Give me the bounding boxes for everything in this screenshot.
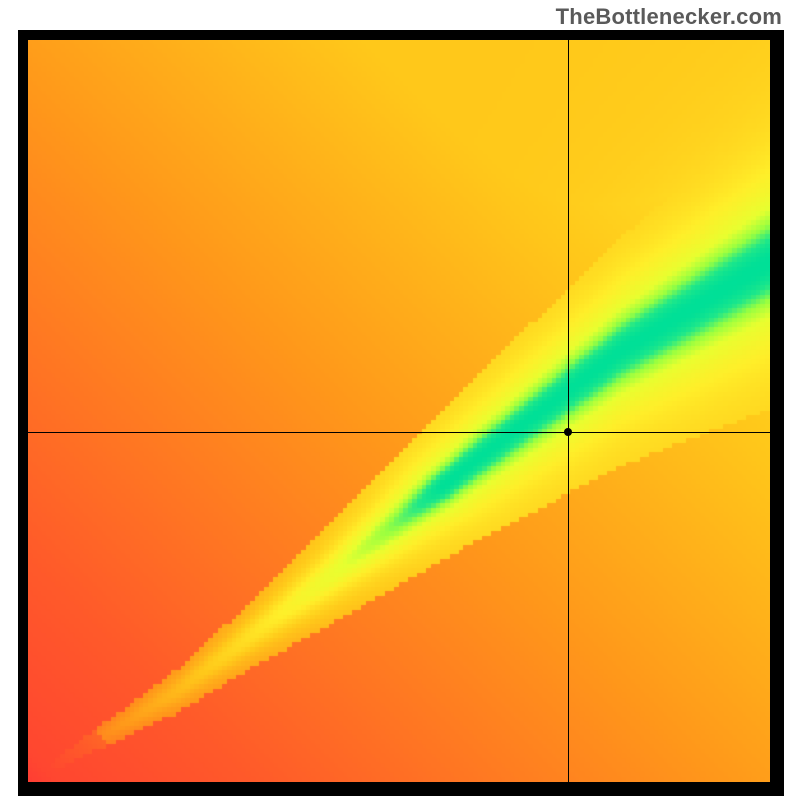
figure-container: TheBottlenecker.com bbox=[0, 0, 800, 800]
overlay-layer bbox=[28, 40, 770, 782]
crosshair-dot-icon bbox=[564, 428, 572, 436]
crosshair-vertical bbox=[568, 40, 569, 782]
crosshair-horizontal bbox=[28, 432, 770, 433]
plot-frame bbox=[18, 30, 784, 796]
attribution-text: TheBottlenecker.com bbox=[556, 4, 782, 30]
